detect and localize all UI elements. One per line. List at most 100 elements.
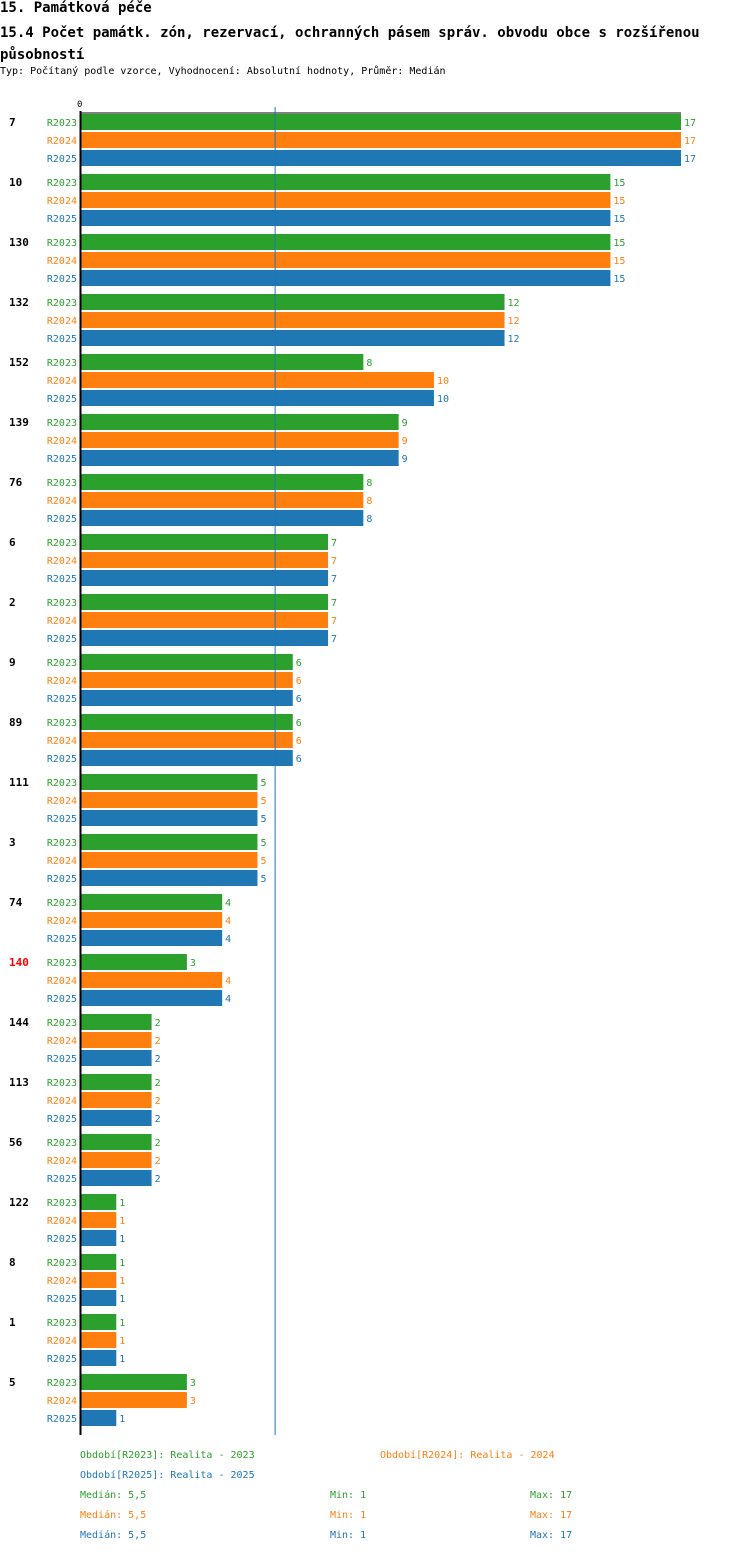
series-label-R2025-130: R2025 <box>47 274 77 285</box>
bar-1-R2024 <box>81 1332 117 1348</box>
series-label-R2024-3: R2024 <box>47 856 77 867</box>
value-label-8-R2023: 1 <box>119 1258 125 1269</box>
bar-76-R2023 <box>81 474 364 490</box>
bar-6-R2025 <box>81 570 329 586</box>
bar-122-R2024 <box>81 1212 117 1228</box>
value-label-113-R2023: 2 <box>155 1078 161 1089</box>
stat-median-r2024: Medián: 5,5 <box>80 1510 147 1521</box>
value-label-152-R2024: 10 <box>437 376 449 387</box>
series-label-R2023-56: R2023 <box>47 1138 77 1149</box>
category-label-1: 1 <box>9 1316 16 1329</box>
page-title: 15. Památková péče <box>0 0 152 16</box>
bar-130-R2023 <box>81 234 611 250</box>
category-label-7: 7 <box>9 116 16 129</box>
series-label-R2023-5: R2023 <box>47 1378 77 1389</box>
value-label-9-R2025: 6 <box>296 694 302 705</box>
series-label-R2025-139: R2025 <box>47 454 77 465</box>
legend-r2025: Období[R2025]: Realita - 2025 <box>80 1470 255 1481</box>
category-label-111: 111 <box>9 776 29 789</box>
bar-89-R2024 <box>81 732 293 748</box>
stat-min-r2024: Min: 1 <box>330 1510 367 1521</box>
series-label-R2024-144: R2024 <box>47 1036 77 1047</box>
series-label-R2025-122: R2025 <box>47 1234 77 1245</box>
bar-9-R2025 <box>81 690 293 706</box>
category-label-56: 56 <box>9 1136 23 1149</box>
bar-5-R2024 <box>81 1392 187 1408</box>
bar-140-R2024 <box>81 972 223 988</box>
series-label-R2025-9: R2025 <box>47 694 77 705</box>
category-label-140: 140 <box>9 956 29 969</box>
bar-3-R2024 <box>81 852 258 868</box>
series-label-R2024-74: R2024 <box>47 916 77 927</box>
series-label-R2024-111: R2024 <box>47 796 77 807</box>
bar-111-R2024 <box>81 792 258 808</box>
series-label-R2023-1: R2023 <box>47 1318 77 1329</box>
series-label-R2025-8: R2025 <box>47 1294 77 1305</box>
series-label-R2023-139: R2023 <box>47 418 77 429</box>
category-label-74: 74 <box>9 896 23 909</box>
series-label-R2023-3: R2023 <box>47 838 77 849</box>
bar-6-R2024 <box>81 552 329 568</box>
stat-median-r2023: Medián: 5,5 <box>80 1490 147 1501</box>
value-label-132-R2024: 12 <box>508 316 520 327</box>
series-label-R2025-1: R2025 <box>47 1354 77 1365</box>
category-label-9: 9 <box>9 656 16 669</box>
bar-5-R2025 <box>81 1410 117 1426</box>
bar-9-R2024 <box>81 672 293 688</box>
value-label-76-R2024: 8 <box>366 496 372 507</box>
value-label-6-R2023: 7 <box>331 538 337 549</box>
series-label-R2023-122: R2023 <box>47 1198 77 1209</box>
bar-2-R2024 <box>81 612 329 628</box>
value-label-5-R2024: 3 <box>190 1396 196 1407</box>
bar-111-R2023 <box>81 774 258 790</box>
value-label-3-R2023: 5 <box>260 838 266 849</box>
value-label-2-R2023: 7 <box>331 598 337 609</box>
legend-r2024: Období[R2024]: Realita - 2024 <box>380 1450 555 1461</box>
bar-152-R2023 <box>81 354 364 370</box>
value-label-144-R2023: 2 <box>155 1018 161 1029</box>
series-label-R2023-6: R2023 <box>47 538 77 549</box>
stat-max-r2025: Max: 17 <box>530 1530 573 1541</box>
series-label-R2023-9: R2023 <box>47 658 77 669</box>
bar-144-R2023 <box>81 1014 152 1030</box>
category-label-89: 89 <box>9 716 22 729</box>
value-label-139-R2023: 9 <box>402 418 408 429</box>
category-label-6: 6 <box>9 536 16 549</box>
value-label-132-R2025: 12 <box>508 334 520 345</box>
value-label-9-R2024: 6 <box>296 676 302 687</box>
category-label-139: 139 <box>9 416 29 429</box>
category-label-5: 5 <box>9 1376 16 1389</box>
bar-140-R2023 <box>81 954 187 970</box>
value-label-140-R2025: 4 <box>225 994 231 1005</box>
value-label-139-R2025: 9 <box>402 454 408 465</box>
stat-min-r2023: Min: 1 <box>330 1490 367 1501</box>
series-label-R2025-6: R2025 <box>47 574 77 585</box>
series-label-R2025-111: R2025 <box>47 814 77 825</box>
value-label-74-R2023: 4 <box>225 898 231 909</box>
bar-2-R2025 <box>81 630 329 646</box>
bar-122-R2025 <box>81 1230 117 1246</box>
bar-76-R2025 <box>81 510 364 526</box>
category-label-8: 8 <box>9 1256 16 1269</box>
series-label-R2024-56: R2024 <box>47 1156 77 1167</box>
value-label-1-R2025: 1 <box>119 1354 125 1365</box>
bar-74-R2023 <box>81 894 223 910</box>
series-label-R2023-10: R2023 <box>47 178 77 189</box>
series-label-R2024-113: R2024 <box>47 1096 77 1107</box>
bar-111-R2025 <box>81 810 258 826</box>
value-label-130-R2023: 15 <box>613 238 625 249</box>
series-label-R2024-152: R2024 <box>47 376 77 387</box>
bar-89-R2025 <box>81 750 293 766</box>
value-label-111-R2025: 5 <box>260 814 266 825</box>
series-label-R2024-89: R2024 <box>47 736 77 747</box>
bar-113-R2023 <box>81 1074 152 1090</box>
value-label-7-R2023: 17 <box>684 118 696 129</box>
bar-132-R2023 <box>81 294 505 310</box>
value-label-132-R2023: 12 <box>508 298 520 309</box>
stat-max-r2024: Max: 17 <box>530 1510 573 1521</box>
category-label-76: 76 <box>9 476 23 489</box>
series-label-R2025-76: R2025 <box>47 514 77 525</box>
bar-8-R2025 <box>81 1290 117 1306</box>
bar-139-R2025 <box>81 450 399 466</box>
bar-10-R2024 <box>81 192 611 208</box>
